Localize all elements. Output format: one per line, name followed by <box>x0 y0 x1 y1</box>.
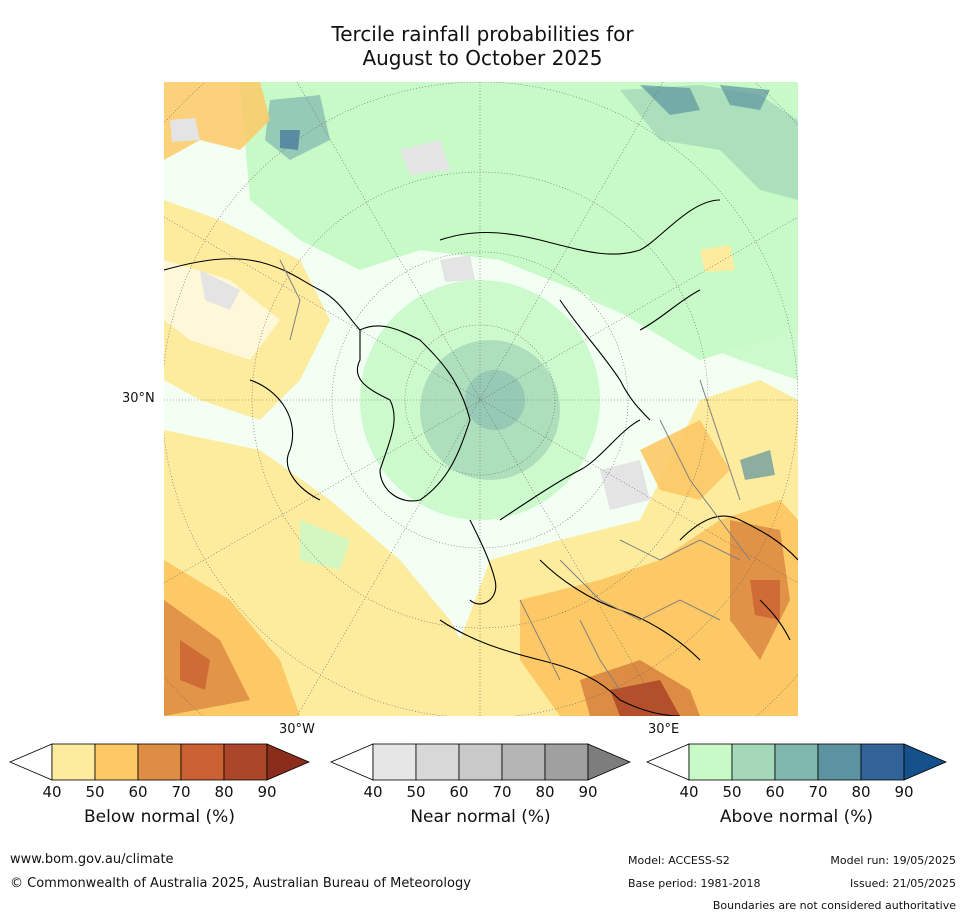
colorbar-above-tick: 50 <box>722 783 742 801</box>
graticule <box>164 82 798 716</box>
colorbar-below-bin-4 <box>180 743 225 781</box>
colorbar-above-tick: 40 <box>679 783 699 801</box>
colorbar-near <box>329 743 632 781</box>
colorbar-near-low-extend <box>329 743 374 781</box>
colorbar-below-tick: 50 <box>85 783 105 801</box>
colorbar-below-tick: 90 <box>257 783 277 801</box>
issued-text: Issued: 21/05/2025 <box>849 877 956 890</box>
colorbar-near-tick: 50 <box>406 783 426 801</box>
colorbar-above-high-extend <box>903 743 948 781</box>
colorbar-below-tick: 80 <box>214 783 234 801</box>
base-period-text: Base period: 1981-2018 <box>628 877 761 890</box>
coastlines <box>164 199 798 716</box>
colorbar-near-bin-4 <box>501 743 546 781</box>
colorbar-above-tick: 90 <box>894 783 914 801</box>
colorbar-near-bin-5 <box>544 743 589 781</box>
colorbar-near-tick: 60 <box>449 783 469 801</box>
colorbar-near-label: Near normal (%) <box>410 807 551 827</box>
colorbar-above-bin-2 <box>731 743 776 781</box>
colorbar-near-tick: 70 <box>492 783 512 801</box>
colorbar-above <box>645 743 948 781</box>
colorbar-below-bin-3 <box>137 743 182 781</box>
lon-label-30w: 30°W <box>279 722 315 737</box>
colorbar-below-low-extend <box>8 743 53 781</box>
colorbar-below-high-extend <box>266 743 311 781</box>
copyright-text: © Commonwealth of Australia 2025, Austra… <box>10 876 471 891</box>
website-link[interactable]: www.bom.gov.au/climate <box>10 852 174 867</box>
model-text: Model: ACCESS-S2 <box>628 854 730 867</box>
colorbar-below-tick: 70 <box>171 783 191 801</box>
colorbar-below-tick: 60 <box>128 783 148 801</box>
country-borders <box>279 259 751 691</box>
colorbar-near-bin-2 <box>415 743 460 781</box>
colorbar-above-bin-4 <box>817 743 862 781</box>
colorbar-below-label: Below normal (%) <box>84 807 235 827</box>
lat-label-30n: 30°N <box>122 391 155 406</box>
colorbar-near-high-extend <box>587 743 632 781</box>
colorbar-above-tick: 70 <box>808 783 828 801</box>
colorbar-near-bin-1 <box>372 743 417 781</box>
colorbar-above-tick: 80 <box>851 783 871 801</box>
map-panel <box>164 82 798 716</box>
lon-label-30e: 30°E <box>648 722 680 737</box>
colorbar-below-bin-1 <box>51 743 96 781</box>
model-run-text: Model run: 19/05/2025 <box>830 854 956 867</box>
colorbar-near-bin-3 <box>458 743 503 781</box>
disclaimer-text: Boundaries are not considered authoritat… <box>712 899 956 912</box>
colorbar-near-tick: 40 <box>363 783 383 801</box>
colorbar-above-tick: 60 <box>765 783 785 801</box>
map-title-line2: August to October 2025 <box>362 46 603 70</box>
colorbar-above-bin-3 <box>774 743 819 781</box>
colorbar-below-bin-2 <box>94 743 139 781</box>
colorbar-above-bin-5 <box>860 743 905 781</box>
colorbar-above-low-extend <box>645 743 690 781</box>
colorbar-above-bin-1 <box>688 743 733 781</box>
colorbar-below-bin-5 <box>223 743 268 781</box>
colorbar-below-tick: 40 <box>42 783 62 801</box>
colorbar-above-label: Above normal (%) <box>719 807 874 827</box>
colorbar-near-tick: 80 <box>535 783 555 801</box>
colorbar-near-tick: 90 <box>578 783 598 801</box>
colorbars <box>8 743 948 781</box>
map-title-line1: Tercile rainfall probabilities for <box>331 22 634 46</box>
colorbar-below <box>8 743 311 781</box>
